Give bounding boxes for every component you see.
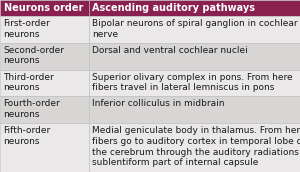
Text: Third-order
neurons: Third-order neurons — [4, 73, 54, 92]
Bar — [88, 0, 300, 16]
Text: Fourth-order
neurons: Fourth-order neurons — [4, 99, 60, 119]
Text: Bipolar neurons of spiral ganglion in cochlear
nerve: Bipolar neurons of spiral ganglion in co… — [92, 19, 298, 39]
Bar — [0, 16, 88, 43]
Text: Inferior colliculus in midbrain: Inferior colliculus in midbrain — [92, 99, 224, 108]
Bar — [0, 96, 88, 123]
Text: First-order
neurons: First-order neurons — [4, 19, 50, 39]
Text: Fifth-order
neurons: Fifth-order neurons — [4, 126, 51, 146]
Bar — [0, 69, 88, 96]
Text: Dorsal and ventral cochlear nuclei: Dorsal and ventral cochlear nuclei — [92, 46, 248, 55]
Bar — [88, 43, 300, 69]
Bar — [0, 123, 88, 172]
Text: Ascending auditory pathways: Ascending auditory pathways — [92, 3, 255, 13]
Text: Medial geniculate body in thalamus. From here
fibers go to auditory cortex in te: Medial geniculate body in thalamus. From… — [92, 126, 300, 168]
Bar — [88, 69, 300, 96]
Text: Neurons order: Neurons order — [4, 3, 83, 13]
Text: Second-order
neurons: Second-order neurons — [4, 46, 64, 65]
Bar — [0, 43, 88, 69]
Text: Superior olivary complex in pons. From here
fibers travel in lateral lemniscus i: Superior olivary complex in pons. From h… — [92, 73, 292, 92]
Bar — [88, 96, 300, 123]
Bar — [88, 16, 300, 43]
Bar — [88, 123, 300, 172]
Bar — [0, 0, 88, 16]
